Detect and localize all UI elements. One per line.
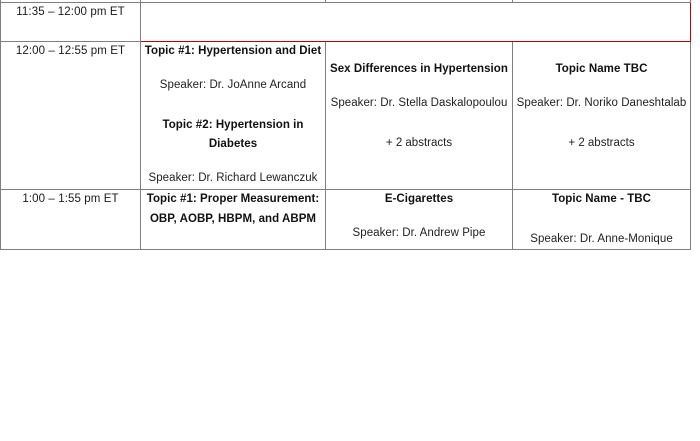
session-topic-title: Sex Differences in Hypertension xyxy=(330,63,508,76)
session-topic-title: Topic #1: Hypertension and Diet xyxy=(144,45,322,58)
session-cell: + 2 abstracts xyxy=(512,0,691,4)
time-label: 1:00 – 1:55 pm ET xyxy=(22,192,119,205)
session-speaker: Speaker: Dr. Noriko Daneshtalab xyxy=(516,96,687,109)
time-label: 12:00 – 12:55 pm ET xyxy=(15,45,126,58)
session-speaker: Speaker: Dr. Richard Lewanczuk xyxy=(148,172,318,185)
spacer xyxy=(326,114,512,134)
spacer xyxy=(141,62,325,76)
spacer xyxy=(141,96,325,116)
session-cell: Sex Differences in Hypertension Speaker:… xyxy=(325,41,513,190)
session-abstracts-count: + 2 abstracts xyxy=(385,136,453,149)
session-speaker: Speaker: Dr. Andrew Pipe xyxy=(352,226,486,239)
session-topic-title: E-Cigarettes xyxy=(384,192,454,205)
spacer xyxy=(326,80,512,94)
session-topic-title: Topic Name TBC xyxy=(555,63,648,76)
session-speaker: Speaker: Dr. George Dresser xyxy=(141,0,325,2)
break-label: Break xyxy=(400,4,431,17)
table-row: 1:00 – 1:55 pm ET Topic #1: Proper Measu… xyxy=(0,188,691,251)
time-cell: 11:35 – 12:00 pm ET xyxy=(0,2,141,43)
table-row: Topic #2: Targets and Thresholds Based o… xyxy=(0,0,691,4)
time-cell: 1:00 – 1:55 pm ET xyxy=(0,188,141,251)
session-topic-title: Topic Name - TBC xyxy=(552,192,651,205)
spacer xyxy=(141,155,325,169)
table-row-break: 11:35 – 12:00 pm ET Break xyxy=(0,2,691,43)
session-cell: E-Cigarettes Speaker: Dr. Andrew Pipe xyxy=(325,188,513,251)
session-cell: Topic #1: Hypertension and Diet Speaker:… xyxy=(140,41,326,190)
session-speaker: Speaker: Dr. Anne-Monique xyxy=(530,232,673,245)
table-row: 12:00 – 12:55 pm ET Topic #1: Hypertensi… xyxy=(0,41,691,190)
session-topic-title: Topic #1: Proper Measurement: OBP, AOBP,… xyxy=(146,192,320,225)
spacer xyxy=(326,210,512,224)
time-label: 11:35 – 12:00 pm ET xyxy=(16,6,125,19)
session-cell: Topic #1: Proper Measurement: OBP, AOBP,… xyxy=(140,188,326,251)
spacer xyxy=(513,80,690,94)
session-abstracts-count: + 2 abstracts xyxy=(568,136,635,149)
session-speaker: Speaker: Dr. JoAnne Arcand xyxy=(159,78,307,91)
conference-schedule-table: Topic #2: Targets and Thresholds Based o… xyxy=(0,0,691,251)
session-cell: Topic Name - TBC Speaker: Dr. Anne-Moniq… xyxy=(512,188,691,251)
break-banner: Break xyxy=(140,2,691,43)
spacer xyxy=(513,114,690,134)
session-topic-title: Topic #2: Hypertension in Diabetes xyxy=(162,118,304,151)
spacer xyxy=(513,210,690,230)
session-speaker: Speaker: Dr. Stella Daskalopoulou xyxy=(330,96,508,109)
session-cell: Topic Name TBC Speaker: Dr. Noriko Danes… xyxy=(512,41,691,190)
time-cell: 12:00 – 12:55 pm ET xyxy=(0,41,141,190)
